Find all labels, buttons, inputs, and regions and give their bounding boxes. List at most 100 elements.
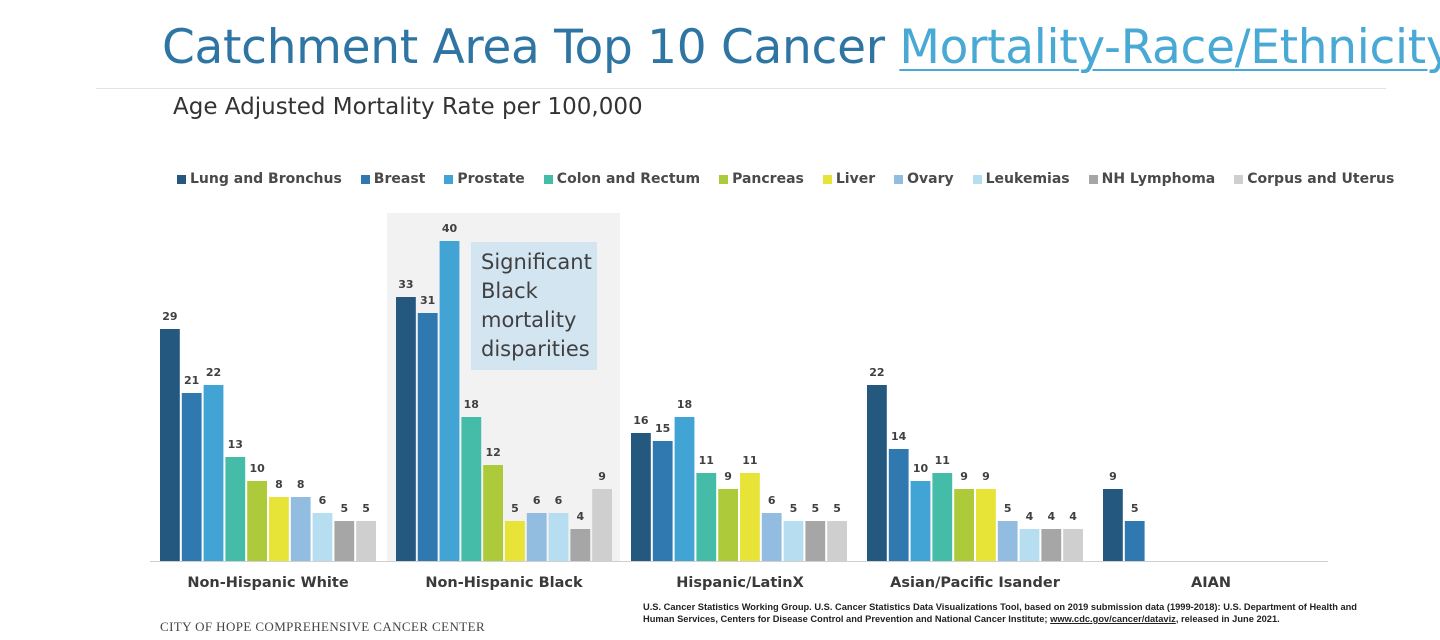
title-link[interactable]: Mortality-Race/Ethnicity bbox=[899, 20, 1440, 75]
bar bbox=[1041, 529, 1062, 561]
bar-value-label: 4 bbox=[1069, 510, 1077, 523]
bar bbox=[417, 313, 438, 561]
legend-swatch bbox=[822, 174, 832, 184]
bar bbox=[761, 513, 782, 561]
bar bbox=[548, 513, 569, 561]
source-link[interactable]: www.cdc.gov/cancer/dataviz bbox=[1050, 614, 1176, 624]
bar bbox=[805, 521, 826, 561]
bar bbox=[483, 465, 503, 561]
source-text: U.S. Cancer Statistics Working Group. U.… bbox=[643, 602, 1357, 624]
legend-label: Colon and Rectum bbox=[556, 171, 701, 187]
bar bbox=[997, 521, 1018, 561]
bar-value-label: 11 bbox=[699, 454, 714, 467]
legend-swatch bbox=[972, 174, 982, 184]
legend-item: NH Lymphoma bbox=[1088, 171, 1215, 187]
bar bbox=[1103, 489, 1123, 561]
bar-value-label: 4 bbox=[576, 510, 584, 523]
bar bbox=[1063, 529, 1083, 561]
bar bbox=[888, 449, 909, 561]
bar bbox=[1124, 521, 1145, 561]
title-text: Catchment Area Top 10 Cancer bbox=[162, 20, 900, 75]
legend-swatch bbox=[444, 174, 454, 184]
bar-value-label: 5 bbox=[340, 502, 348, 515]
bar-value-label: 8 bbox=[297, 478, 305, 491]
legend-item: Colon and Rectum bbox=[543, 171, 701, 187]
chart-subtitle: Age Adjusted Mortality Rate per 100,000 bbox=[173, 94, 643, 120]
bar-value-label: 5 bbox=[511, 502, 519, 515]
bar bbox=[203, 385, 224, 561]
legend-label: Lung and Bronchus bbox=[190, 171, 342, 187]
legend-label: Pancreas bbox=[732, 171, 804, 187]
bar-value-label: 5 bbox=[1131, 502, 1139, 515]
legend-swatch bbox=[177, 174, 186, 184]
legend-swatch bbox=[719, 174, 729, 184]
bar-value-label: 21 bbox=[184, 374, 199, 387]
bar-value-label: 31 bbox=[420, 294, 435, 307]
bar-value-label: 12 bbox=[485, 446, 500, 459]
bar-value-label: 9 bbox=[960, 470, 968, 483]
bar-value-label: 9 bbox=[598, 470, 606, 483]
chart-legend: Lung and Bronchus Breast Prostate Colon and… bbox=[177, 171, 1394, 187]
bar-value-label: 11 bbox=[742, 454, 757, 467]
bar bbox=[1019, 529, 1040, 561]
legend-label: Leukemias bbox=[985, 171, 1070, 187]
bar-value-label: 10 bbox=[913, 462, 929, 475]
bar bbox=[932, 473, 953, 561]
page-title: Catchment Area Top 10 Cancer Mortality-R… bbox=[162, 20, 1440, 75]
bar-value-label: 22 bbox=[869, 366, 884, 379]
bar-value-label: 14 bbox=[891, 430, 907, 443]
bar-value-label: 13 bbox=[228, 438, 243, 451]
bar bbox=[396, 297, 416, 561]
bar bbox=[976, 489, 996, 561]
legend-item: Liver bbox=[822, 171, 876, 187]
legend-swatch bbox=[1088, 174, 1098, 184]
legend-item: Corpus and Uterus bbox=[1234, 171, 1394, 187]
category-label: Hispanic/LatinX bbox=[676, 575, 804, 591]
title-divider bbox=[96, 88, 1386, 89]
legend-label: Liver bbox=[835, 171, 876, 187]
bar-value-label: 15 bbox=[655, 422, 670, 435]
legend-item: Ovary bbox=[894, 171, 954, 187]
bar-value-label: 33 bbox=[398, 278, 413, 291]
bar-value-label: 18 bbox=[677, 398, 692, 411]
bar bbox=[269, 497, 289, 561]
bar-value-label: 4 bbox=[1047, 510, 1055, 523]
bar-value-label: 29 bbox=[162, 310, 177, 323]
bar bbox=[696, 473, 717, 561]
bar-value-label: 9 bbox=[1109, 470, 1117, 483]
source-citation: U.S. Cancer Statistics Working Group. U.… bbox=[643, 601, 1373, 625]
bar-value-label: 6 bbox=[768, 494, 776, 507]
bar bbox=[160, 329, 180, 561]
bar-value-label: 10 bbox=[249, 462, 265, 475]
bar bbox=[290, 497, 311, 561]
bar-value-label: 4 bbox=[1026, 510, 1034, 523]
legend-swatch bbox=[1234, 174, 1244, 184]
bar bbox=[867, 385, 887, 561]
bar bbox=[570, 529, 591, 561]
bar bbox=[356, 521, 376, 561]
bar bbox=[225, 457, 246, 561]
bar bbox=[954, 489, 974, 561]
bar bbox=[439, 241, 460, 561]
bar bbox=[783, 521, 804, 561]
legend-item: Leukemias bbox=[972, 171, 1070, 187]
bar bbox=[718, 489, 738, 561]
legend-item: Pancreas bbox=[719, 171, 804, 187]
bar-value-label: 5 bbox=[833, 502, 841, 515]
bar-value-label: 9 bbox=[724, 470, 732, 483]
legend-item: Prostate bbox=[444, 171, 525, 187]
category-label: Asian/Pacific Isander bbox=[890, 575, 1061, 591]
legend-label: Corpus and Uterus bbox=[1247, 171, 1395, 187]
bar bbox=[312, 513, 333, 561]
disparity-callout: Significant Black mortality disparities bbox=[471, 242, 597, 370]
bar bbox=[592, 489, 612, 561]
bar-value-label: 22 bbox=[206, 366, 221, 379]
bar bbox=[181, 393, 202, 561]
bar-value-label: 18 bbox=[464, 398, 479, 411]
bar bbox=[674, 417, 695, 561]
bar bbox=[505, 521, 525, 561]
category-label: Non-Hispanic White bbox=[187, 575, 348, 591]
bar-value-label: 5 bbox=[362, 502, 370, 515]
bar bbox=[461, 417, 482, 561]
